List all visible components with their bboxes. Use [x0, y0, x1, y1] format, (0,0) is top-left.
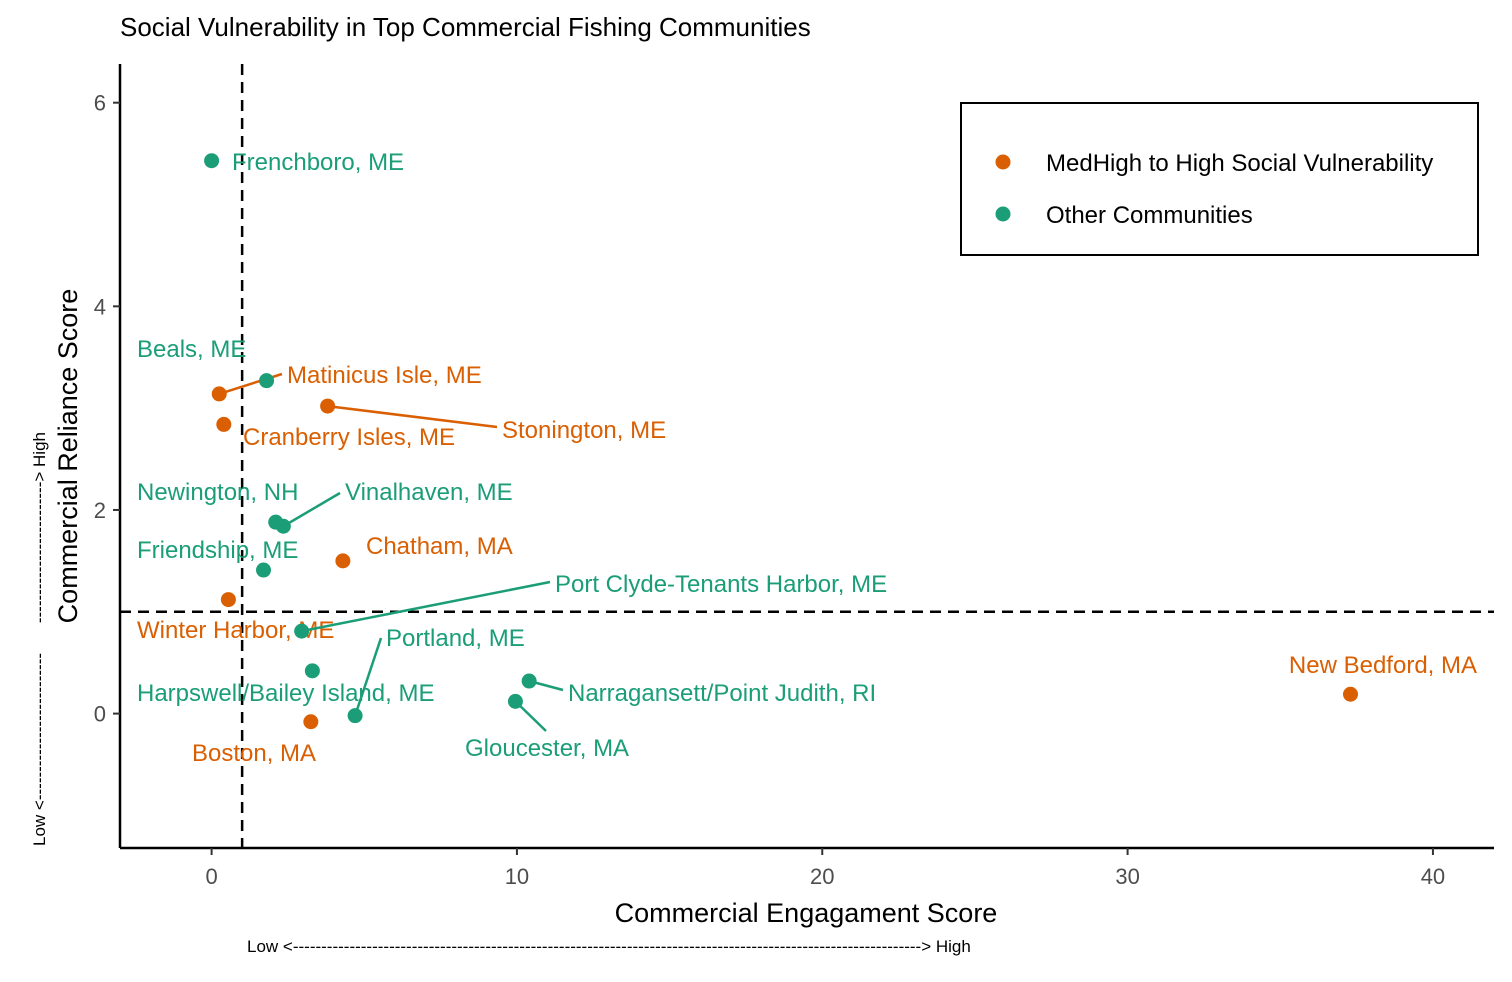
data-point	[304, 663, 320, 679]
x-direction-note: Low <-----------------------------------…	[247, 937, 971, 956]
point-label: Portland, ME	[386, 625, 525, 652]
point-label: Boston, MA	[192, 740, 316, 767]
x-tick-label: 0	[205, 864, 217, 889]
y-tick-label: 0	[94, 702, 106, 727]
data-point	[335, 553, 351, 569]
legend-label: MedHigh to High Social Vulnerability	[1046, 150, 1433, 177]
x-tick-label: 10	[505, 864, 529, 889]
label-leader-line	[301, 580, 551, 633]
point-label: Harpswell/Bailey Island, ME	[137, 680, 434, 707]
data-point	[275, 518, 291, 534]
y-direction-high: -------------------------> High	[30, 432, 49, 623]
point-label: Cranberry Isles, ME	[243, 424, 455, 451]
x-tick-label: 40	[1421, 864, 1445, 889]
data-point	[521, 673, 537, 689]
legend-marker	[995, 206, 1011, 222]
data-point	[216, 416, 232, 432]
point-labels: Frenchboro, ME Beals, ME Matinicus Isle, M…	[137, 149, 1477, 767]
data-points	[204, 153, 1358, 730]
data-point	[1342, 686, 1358, 702]
y-tick-label: 6	[94, 91, 106, 116]
data-point	[294, 623, 310, 639]
point-label: Gloucester, MA	[465, 735, 629, 762]
x-tick-label: 30	[1115, 864, 1139, 889]
point-label: Newington, NH	[137, 479, 298, 506]
chart-title: Social Vulnerability in Top Commercial F…	[120, 12, 811, 42]
x-tick-label: 20	[810, 864, 834, 889]
data-point	[256, 562, 272, 578]
point-label: Vinalhaven, ME	[345, 479, 513, 506]
data-point	[320, 398, 336, 414]
label-leader-line	[327, 404, 498, 429]
data-point	[303, 714, 319, 730]
point-label: Narragansett/Point Judith, RI	[568, 680, 876, 707]
point-label: Chatham, MA	[366, 533, 513, 560]
point-label: Beals, ME	[137, 336, 246, 363]
label-leader-line	[282, 491, 341, 528]
legend-box	[960, 102, 1479, 256]
data-point	[220, 592, 236, 608]
data-point	[211, 386, 227, 402]
point-label: Port Clyde-Tenants Harbor, ME	[555, 571, 887, 598]
point-label: Matinicus Isle, ME	[287, 362, 482, 389]
point-label: Stonington, ME	[502, 417, 666, 444]
axis-layer: 0 10 20 30 40 0 2 4 6	[94, 64, 1494, 889]
legend: MedHigh to High Social Vulnerability Othe…	[960, 102, 1479, 256]
y-direction-low: Low <--------------------------	[30, 653, 49, 846]
x-axis-title: Commercial Engagament Score	[615, 898, 998, 928]
legend-label: Other Communities	[1046, 202, 1253, 229]
data-point	[507, 693, 523, 709]
legend-marker	[995, 154, 1011, 170]
data-point	[259, 373, 275, 389]
point-label: New Bedford, MA	[1289, 652, 1477, 679]
data-point	[347, 708, 363, 724]
point-label: Friendship, ME	[137, 537, 298, 564]
label-leader-line	[353, 637, 383, 717]
point-label: Frenchboro, ME	[232, 149, 404, 176]
y-tick-label: 2	[94, 498, 106, 523]
data-point	[204, 153, 220, 169]
y-axis-title: Commercial Reliance Score	[53, 289, 83, 624]
reference-lines	[120, 64, 1494, 848]
y-tick-label: 4	[94, 294, 106, 319]
